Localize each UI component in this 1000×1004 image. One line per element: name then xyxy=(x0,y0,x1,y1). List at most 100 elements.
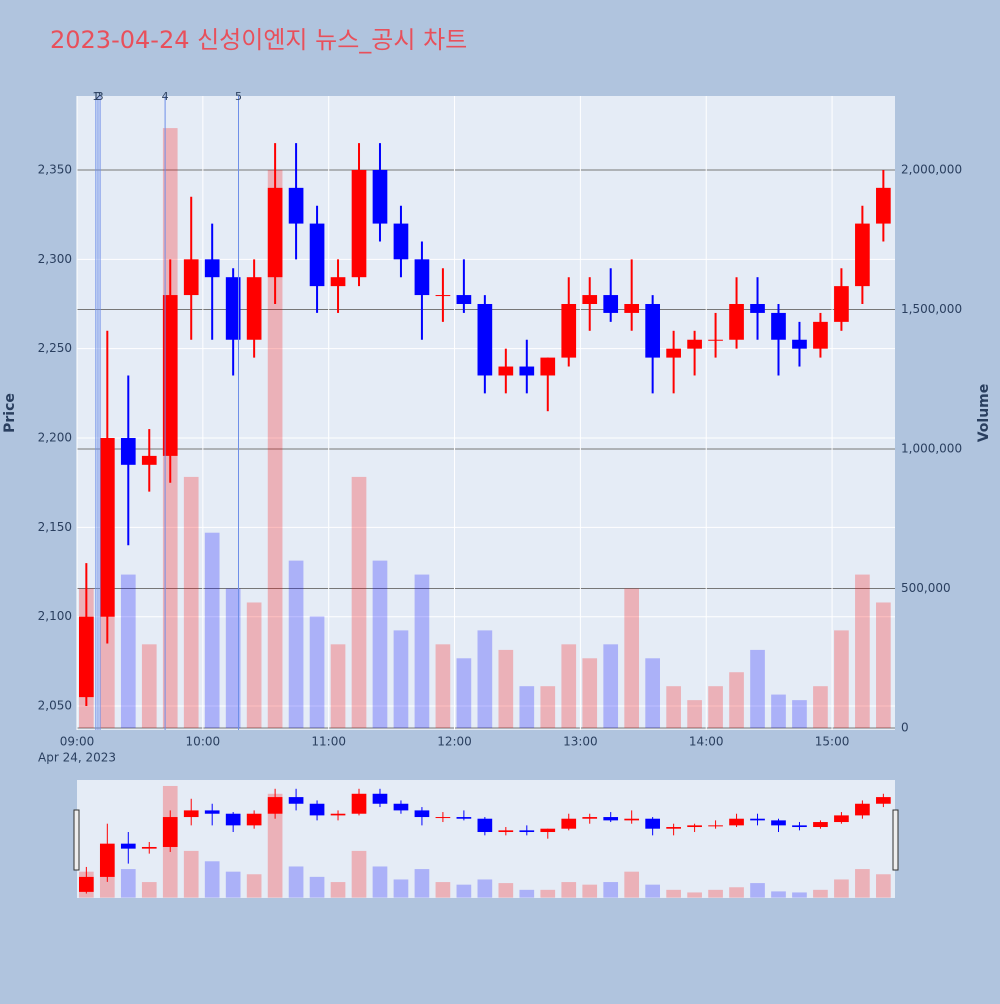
candle-body xyxy=(120,438,136,465)
volume-bar xyxy=(624,588,640,729)
candle-body xyxy=(477,818,493,833)
volume-bar xyxy=(141,644,157,729)
volume-bar xyxy=(687,700,702,729)
candle-body xyxy=(309,223,325,287)
candle-body xyxy=(309,803,325,816)
candle-body xyxy=(225,813,241,826)
candle-body xyxy=(519,366,535,376)
marks: 2,050 2,100 2,150 2,200 2,250 2,300 2,350 0 500,… xyxy=(38,90,962,898)
volume-bar xyxy=(456,884,472,898)
candle-body xyxy=(372,793,388,804)
volume-bar xyxy=(435,644,451,729)
event-label: 5 xyxy=(235,90,242,103)
x-tick-label: 09:00 xyxy=(60,735,95,749)
candle-body xyxy=(79,616,94,698)
volume-bar xyxy=(540,686,556,729)
volume-bar xyxy=(813,889,828,898)
candle-body xyxy=(834,286,849,322)
candle-body xyxy=(771,820,786,826)
candle-body xyxy=(855,223,870,287)
candle-body xyxy=(792,339,807,349)
candle-body xyxy=(162,295,178,456)
volume-bar xyxy=(267,793,283,898)
date-label: Apr 24, 2023 xyxy=(38,751,116,765)
volume-bar xyxy=(708,686,723,729)
volume-bar xyxy=(330,882,346,898)
y-tick-label: 2,250 xyxy=(38,341,72,355)
volume-bar xyxy=(792,892,807,898)
candle-body xyxy=(561,818,577,829)
candle-body xyxy=(645,303,660,358)
range-handle[interactable] xyxy=(892,809,899,871)
candle-body xyxy=(246,277,262,340)
y2-axis-title: Volume xyxy=(976,384,992,443)
event-label: 4 xyxy=(162,90,169,103)
candle-body xyxy=(729,303,744,340)
volume-bar xyxy=(309,616,325,729)
volume-bar xyxy=(456,658,472,729)
candle-body xyxy=(603,295,619,313)
x-tick-label: 14:00 xyxy=(689,735,724,749)
candle-body xyxy=(729,818,744,826)
y2-tick-label: 0 xyxy=(901,721,909,735)
volume-bar xyxy=(204,532,220,729)
candle-body xyxy=(183,810,199,818)
volume-bar xyxy=(876,602,891,729)
chart-title: 2023-04-24 신성이엔지 뉴스_공시 차트 xyxy=(50,26,467,54)
y-tick-label: 2,100 xyxy=(38,609,72,623)
volume-bar xyxy=(393,879,409,898)
candle-body xyxy=(267,187,283,278)
event-label: 1 xyxy=(92,90,99,103)
volume-bar xyxy=(624,871,640,898)
candle-body xyxy=(855,803,870,816)
volume-bar xyxy=(687,892,702,898)
volume-bar xyxy=(246,602,262,729)
volume-bar xyxy=(771,891,786,898)
candle-body xyxy=(351,793,367,814)
candle-body xyxy=(876,797,891,804)
candle-body xyxy=(288,187,304,224)
candle-body xyxy=(603,817,619,821)
volume-bar xyxy=(477,630,493,729)
candle-body xyxy=(435,817,451,819)
volume-bar xyxy=(372,560,388,729)
x-tick-label: 13:00 xyxy=(563,735,598,749)
volume-bar xyxy=(603,644,619,729)
candle-body xyxy=(708,339,723,341)
candle-body xyxy=(624,818,640,821)
candle-body xyxy=(876,187,891,224)
candle-body xyxy=(372,169,388,224)
volume-bar xyxy=(498,883,514,898)
volume-bar xyxy=(351,850,367,898)
range-slider[interactable] xyxy=(77,780,895,898)
volume-bar xyxy=(120,574,136,729)
candle-body xyxy=(246,813,262,826)
candle-body xyxy=(141,846,157,849)
candle-body xyxy=(687,339,702,349)
x-tick-label: 15:00 xyxy=(815,735,850,749)
candle-body xyxy=(561,303,577,358)
candle-body xyxy=(393,223,409,260)
range-handle[interactable] xyxy=(73,809,80,871)
volume-bar xyxy=(666,686,681,729)
event-label: 2 xyxy=(94,90,101,103)
candle-body xyxy=(225,277,241,340)
candle-body xyxy=(540,828,556,833)
candle-body xyxy=(813,822,828,828)
candle-body xyxy=(183,259,199,296)
volume-bar xyxy=(225,588,241,729)
y-tick-label: 2,300 xyxy=(38,252,72,266)
candle-body xyxy=(414,810,430,818)
y2-tick-label: 1,500,000 xyxy=(901,302,962,316)
candle-body xyxy=(540,357,556,376)
candle-body xyxy=(498,830,514,833)
candle-body xyxy=(750,303,765,313)
candle-body xyxy=(666,348,681,358)
candle-body xyxy=(771,312,786,340)
volume-bar xyxy=(498,649,514,729)
candle-body xyxy=(645,818,660,829)
y-tick-label: 2,350 xyxy=(38,162,72,176)
volume-bar xyxy=(330,644,346,729)
x-tick-label: 12:00 xyxy=(437,735,472,749)
candle-body xyxy=(330,813,346,816)
